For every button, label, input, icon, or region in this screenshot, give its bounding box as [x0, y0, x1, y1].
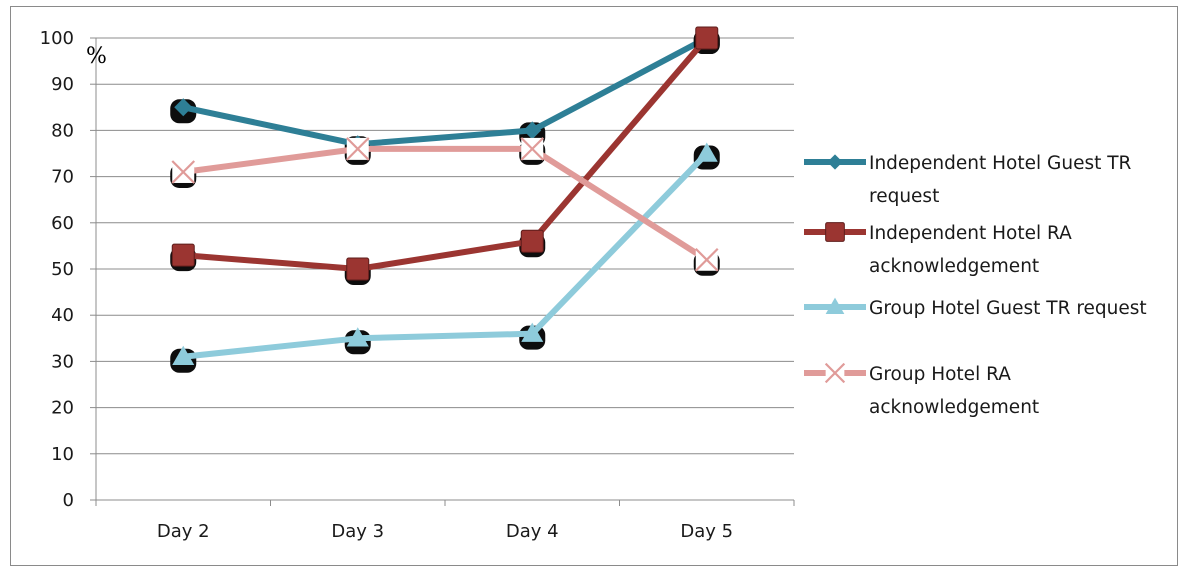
- y-tick-label-20: 20: [51, 398, 74, 419]
- legend-marker-1: [827, 154, 843, 170]
- series-2-point-2: [520, 229, 544, 253]
- series-2-point-1: [346, 257, 370, 281]
- y-tick-label-70: 70: [51, 167, 74, 188]
- legend-marker-3: [825, 297, 845, 315]
- legend-label-2-line-2: acknowledgement: [869, 256, 1039, 277]
- legend-label-2-line-1: Independent Hotel RA: [869, 223, 1072, 244]
- series-4-point-0: [171, 160, 196, 184]
- y-tick-labels: 0 10 20 30 40 50 60 70 80 90 100: [40, 28, 74, 511]
- y-tick-label-60: 60: [51, 213, 74, 234]
- x-tick-label-2: Day 2: [157, 521, 210, 542]
- series-1: [170, 29, 720, 161]
- series-3: [170, 142, 720, 373]
- series-2-point-0: [171, 243, 195, 267]
- legend-marker-4: [824, 362, 846, 384]
- axes: [90, 37, 795, 506]
- legend-item-4: Group Hotel RA acknowledgement: [804, 362, 1039, 418]
- y-tick-label-10: 10: [51, 444, 74, 465]
- y-tick-label-0: 0: [63, 490, 74, 511]
- series-2: [170, 26, 720, 285]
- series-3-point-0: [172, 345, 195, 366]
- legend-label-1-line-1: Independent Hotel Guest TR: [869, 153, 1132, 174]
- series-1-point-2: [523, 121, 542, 140]
- x-tick-label-3: Day 3: [331, 521, 384, 542]
- legend-label-1-line-2: request: [869, 186, 939, 207]
- series-2-point-3: [695, 26, 719, 50]
- series-4-line: [180, 145, 710, 263]
- series: [170, 26, 720, 373]
- y-tick-label-100: 100: [40, 28, 74, 49]
- series-1-point-0: [174, 98, 193, 117]
- legend-marker-2: [825, 222, 845, 242]
- legend-label-4-line-1: Group Hotel RA: [869, 364, 1011, 385]
- x-tick-label-5: Day 5: [680, 521, 733, 542]
- x-tick-label-4: Day 4: [506, 521, 559, 542]
- y-tick-label-40: 40: [51, 305, 74, 326]
- series-3-point-2: [521, 322, 544, 342]
- series-4: [170, 137, 720, 276]
- y-tick-label-50: 50: [51, 259, 74, 280]
- series-4-point-3: [694, 247, 719, 272]
- series-3-line: [180, 150, 710, 360]
- gridlines: [96, 37, 794, 455]
- series-2-line: [180, 35, 710, 272]
- legend-item-3: Group Hotel Guest TR request: [804, 297, 1147, 319]
- x-tick-labels: Day 2 Day 3 Day 4 Day 5: [157, 521, 733, 542]
- series-1-line: [180, 35, 710, 148]
- series-3-point-1: [346, 327, 369, 347]
- legend-item-2: Independent Hotel RA acknowledgement: [804, 222, 1072, 277]
- y-tick-label-90: 90: [51, 74, 74, 95]
- series-4-point-2: [520, 137, 545, 161]
- y-unit-label: %: [86, 44, 107, 69]
- legend-label-4-line-2: acknowledgement: [869, 397, 1039, 418]
- series-3-point-3: [695, 142, 718, 162]
- y-tick-label-30: 30: [51, 351, 74, 372]
- legend-item-1: Independent Hotel Guest TR request: [804, 153, 1132, 207]
- legend-label-3-line-1: Group Hotel Guest TR request: [869, 298, 1147, 319]
- series-4-point-1: [345, 137, 370, 161]
- y-tick-label-80: 80: [51, 120, 74, 141]
- legend: Independent Hotel Guest TRrequestIndepen…: [804, 153, 1147, 418]
